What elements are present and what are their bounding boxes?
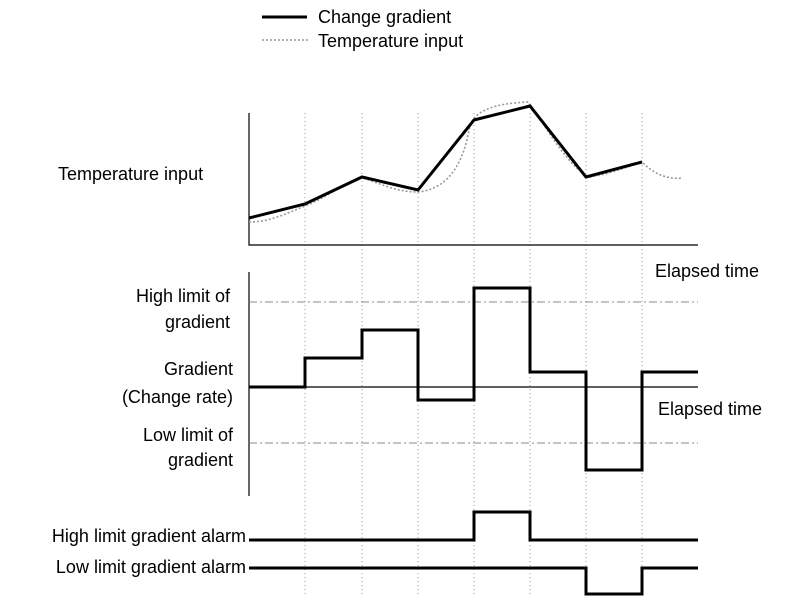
high-limit-label: High limit of — [136, 286, 231, 306]
top-panel: Temperature input Elapsed time — [58, 101, 759, 281]
y-label: Temperature input — [58, 164, 203, 184]
low-limit-label: gradient — [168, 450, 233, 470]
y-label: Gradient — [164, 359, 233, 379]
low-limit-label: Low limit of — [143, 425, 234, 445]
legend-label: Change gradient — [318, 7, 451, 27]
legend: Change gradient Temperature input — [262, 7, 463, 51]
x-label: Elapsed time — [655, 261, 759, 281]
high-alarm-line — [249, 510, 698, 542]
temperature-curve — [248, 101, 684, 223]
gradient-line — [248, 104, 643, 220]
gradient-steps — [249, 286, 698, 472]
alarms: High limit gradient alarm Low limit grad… — [52, 510, 698, 596]
middle-panel: High limit of gradient Gradient (Change … — [122, 272, 762, 496]
y-label: (Change rate) — [122, 387, 233, 407]
grid-lines — [304, 113, 643, 596]
low-alarm-label: Low limit gradient alarm — [56, 557, 246, 577]
high-alarm-label: High limit gradient alarm — [52, 526, 246, 546]
legend-label: Temperature input — [318, 31, 463, 51]
high-limit-label: gradient — [165, 312, 230, 332]
low-alarm-line — [249, 566, 698, 596]
axis — [248, 113, 698, 246]
x-label: Elapsed time — [658, 399, 762, 419]
